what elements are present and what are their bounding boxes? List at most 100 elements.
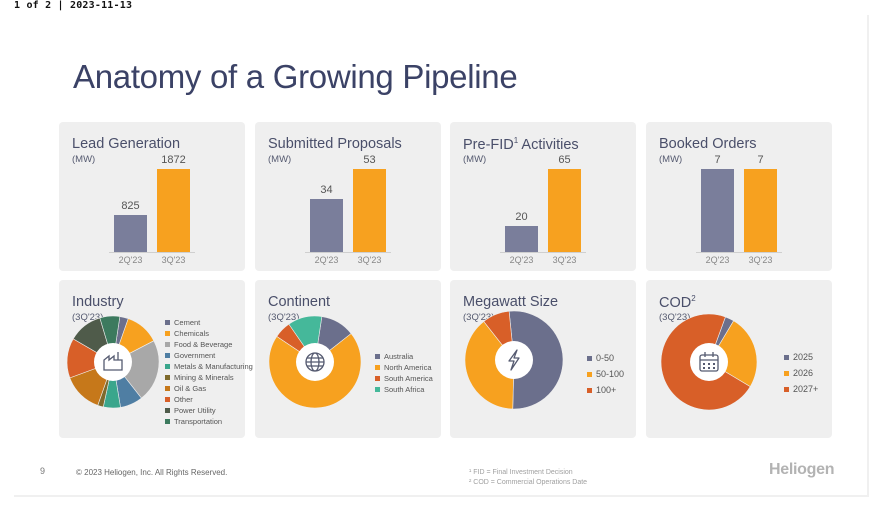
legend-item: 100+ (587, 382, 624, 398)
footnote-cod: ² COD = Commercial Operations Date (469, 479, 588, 486)
card-unit: (3Q'23) (463, 312, 495, 323)
card-unit: (3Q'23) (268, 312, 300, 323)
legend-item: Food & Beverage (165, 339, 253, 350)
footnote-marker: 2 (691, 294, 696, 303)
card-title-text: Continent (268, 294, 331, 310)
bar-category-label: 3Q'23 (161, 255, 186, 265)
legend-label: 2025 (793, 352, 814, 362)
card-unit: (3Q'23) (659, 312, 691, 323)
bar-category-label: 3Q'23 (357, 255, 382, 265)
pie-chart (660, 313, 758, 411)
legend-item: 2027+ (784, 381, 818, 397)
card-title-text: Pre-FID (463, 136, 514, 153)
card-title-text: Submitted Proposals (268, 136, 402, 152)
bar-card: Submitted Proposals (MW) 34 2Q'23 53 3Q'23 (255, 122, 441, 271)
legend-label: Cement (174, 318, 201, 327)
legend-label: Power Utility (174, 406, 216, 415)
pie-center (94, 343, 132, 381)
pie-slice (708, 320, 758, 388)
bar-prev (114, 215, 147, 252)
legend-swatch (165, 397, 170, 402)
card-title: Continent (268, 294, 330, 310)
card-title-text: COD (659, 294, 692, 311)
legend-item: South America (375, 373, 433, 384)
legend-label: 0-50 (596, 353, 615, 363)
pie-card: Continent (3Q'23) Australia North America So… (255, 280, 441, 438)
card-title-text: Megawatt Size (463, 294, 559, 310)
legend-label: Metals & Manufacturing (174, 362, 253, 371)
calendar-body (699, 354, 719, 372)
legend-label: 100+ (596, 385, 617, 395)
x-axis-line (500, 252, 586, 253)
factory-icon (103, 352, 123, 371)
legend-item: Chemicals (165, 328, 253, 339)
legend-swatch (784, 386, 789, 392)
footnotes: ¹ FID = Final Investment Decision ² COD … (469, 468, 587, 488)
chart-legend: Cement Chemicals Food & Beverage Government… (165, 317, 253, 427)
bar-curr (353, 169, 386, 252)
bar-card: Lead Generation (MW) 825 2Q'23 1872 3Q'23 (59, 122, 245, 271)
bar-category-label: 2Q'23 (509, 255, 534, 265)
card-title: Booked Orders (659, 136, 757, 152)
legend-item: Government (165, 350, 253, 361)
pie-chart (268, 315, 362, 409)
legend-item: North America (375, 362, 433, 373)
legend-label: 50-100 (596, 369, 625, 379)
legend-swatch (165, 375, 170, 380)
card-title: Pre-FID1 Activities (463, 136, 579, 153)
bar-value-label: 34 (320, 183, 333, 196)
legend-swatch (375, 376, 380, 381)
footnote-fid: ¹ FID = Final Investment Decision (469, 469, 573, 476)
legend-swatch (375, 387, 380, 392)
legend-item: 2026 (784, 365, 818, 381)
page-title: Anatomy of a Growing Pipeline (73, 58, 518, 95)
legend-label: Transportation (174, 417, 223, 426)
card-title-text: Lead Generation (72, 136, 181, 152)
legend-label: Other (174, 395, 193, 404)
legend-label: Australia (384, 352, 414, 361)
footnote-marker: 1 (513, 136, 519, 145)
bar-value-label: 53 (363, 154, 376, 166)
bar-value-label: 65 (558, 154, 571, 166)
legend-label: Food & Beverage (174, 340, 233, 349)
legend-label: Government (174, 351, 216, 360)
legend-swatch (375, 365, 380, 370)
legend-item: Australia (375, 351, 433, 362)
legend-label: Chemicals (174, 329, 210, 338)
card-unit: (MW) (268, 154, 292, 165)
pie-card: Megawatt Size (3Q'23) 0-50 50-100 100+ (450, 280, 636, 438)
legend-label: 2026 (793, 368, 814, 378)
calendar-day (713, 363, 715, 365)
legend-item: Power Utility (165, 405, 253, 416)
legend-swatch (587, 371, 592, 377)
legend-swatch (784, 370, 789, 376)
page-info: 1 of 2 | 2023-11-13 (14, 0, 133, 11)
legend-swatch (784, 354, 789, 360)
card-title-text: Industry (72, 294, 124, 310)
pie-slice (464, 321, 515, 410)
calendar-day (708, 367, 710, 369)
legend-swatch (587, 387, 592, 393)
bar-value-label: 7 (714, 154, 721, 166)
legend-item: 0-50 (587, 350, 624, 366)
calendar-day (703, 367, 705, 369)
page-number: 9 (40, 466, 46, 476)
x-axis-line (305, 252, 391, 253)
legend-swatch (165, 364, 170, 369)
chart-legend: 0-50 50-100 100+ (587, 350, 624, 398)
card-title: Submitted Proposals (268, 136, 402, 152)
factory-body (103, 354, 123, 371)
legend-label: Oil & Gas (174, 384, 207, 393)
card-title: Lead Generation (72, 136, 180, 152)
lightning-bolt (508, 349, 520, 371)
legend-label: South America (384, 374, 433, 383)
legend-swatch (165, 386, 170, 391)
legend-swatch (165, 419, 170, 424)
bar-card: Booked Orders (MW) 7 2Q'23 7 3Q'23 (646, 122, 832, 271)
x-axis-line (696, 252, 782, 253)
legend-item: Oil & Gas (165, 383, 253, 394)
legend-item: Metals & Manufacturing (165, 361, 253, 372)
card-title-suffix: Activities (518, 136, 579, 153)
bar-curr (548, 169, 581, 252)
legend-swatch (587, 355, 592, 361)
